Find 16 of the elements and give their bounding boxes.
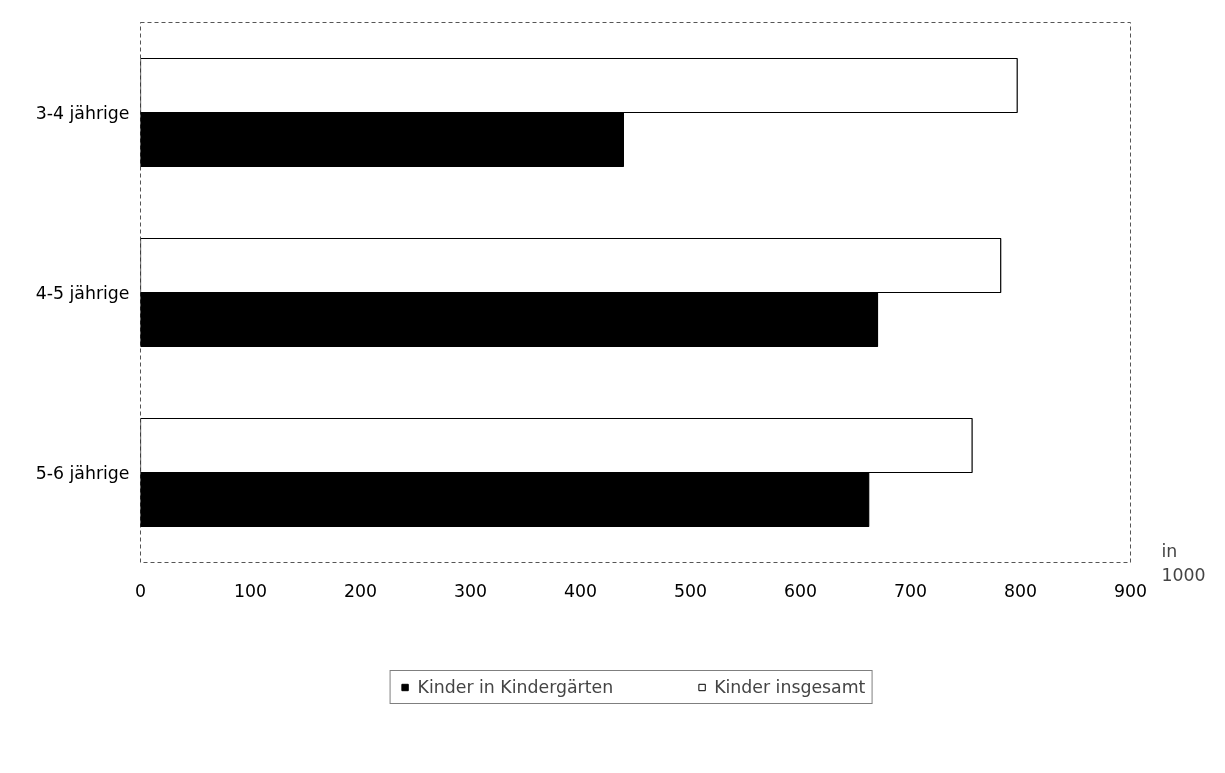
x-tick-label: 200 bbox=[343, 580, 378, 601]
x-tick-label: 800 bbox=[1003, 580, 1038, 601]
legend-label: Kinder insgesamt bbox=[714, 677, 866, 697]
x-tick-label: 0 bbox=[134, 580, 147, 601]
y-tick-label: 4-5 jährige bbox=[35, 282, 130, 303]
x-tick-label: 400 bbox=[563, 580, 598, 601]
x-tick-label: 300 bbox=[453, 580, 488, 601]
legend-label: Kinder in Kindergärten bbox=[417, 677, 614, 697]
text: in 1000 bbox=[1161, 540, 1206, 585]
x-tick-label: 100 bbox=[233, 580, 268, 601]
x-tick-label: 700 bbox=[893, 580, 928, 601]
x-tick-label: 500 bbox=[673, 580, 708, 601]
y-tick-label: 5-6 jährige bbox=[35, 462, 130, 483]
x-tick-label: 900 bbox=[1113, 580, 1148, 601]
y-tick-label: 3-4 jährige bbox=[35, 102, 130, 123]
x-tick-label: 600 bbox=[783, 580, 818, 601]
